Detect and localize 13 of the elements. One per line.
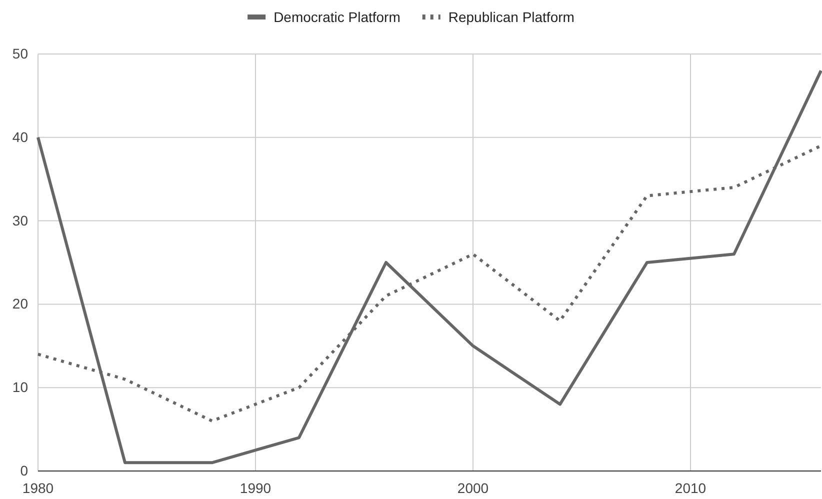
- x-tick-label: 2010: [674, 480, 706, 496]
- y-tick-label: 40: [12, 128, 28, 145]
- y-tick-label: 30: [12, 212, 28, 228]
- line-series: [36, 69, 822, 464]
- x-tick-label: 2000: [457, 480, 489, 496]
- y-tick-label: 50: [12, 45, 28, 62]
- y-tick-label: 20: [12, 296, 28, 312]
- legend-label: Democratic Platform: [274, 9, 400, 25]
- legend-label: Republican Platform: [448, 9, 574, 25]
- x-tick-label: 1990: [240, 480, 272, 496]
- y-tick-label: 10: [12, 379, 28, 396]
- y-tick-label: 0: [20, 462, 28, 478]
- x-tick-label: 1980: [22, 480, 54, 496]
